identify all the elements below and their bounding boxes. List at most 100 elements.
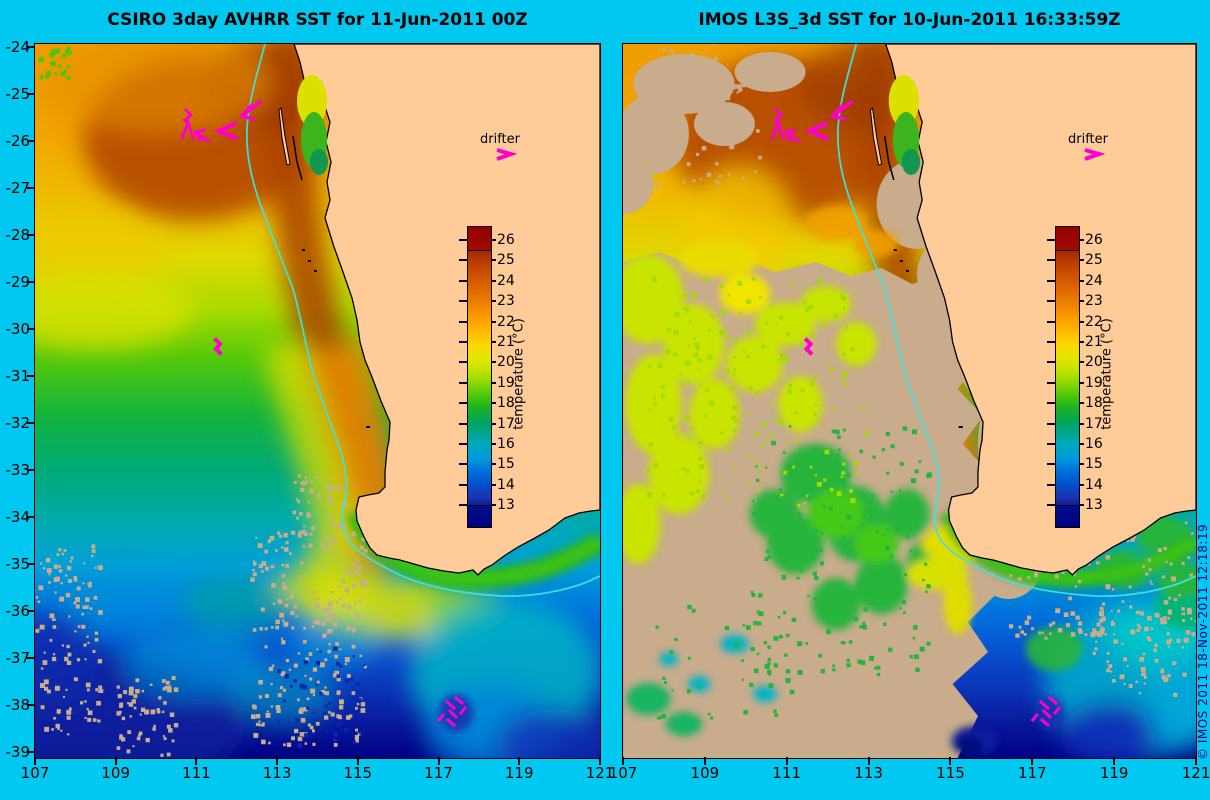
lon-tick-label: 111: [182, 764, 211, 782]
lon-tick-label: 113: [262, 764, 292, 782]
colorbar-tick-mark: [1079, 239, 1084, 241]
colorbar-tick-label: 25: [497, 252, 515, 269]
lon-tick-mark: [34, 757, 36, 765]
lat-tick-label: -31: [5, 367, 31, 385]
lon-tick-label: 121: [585, 764, 615, 782]
colorbar-tick-mark: [491, 402, 496, 405]
drifter-legend: drifter: [465, 132, 535, 161]
lat-tick-label: -26: [5, 132, 31, 150]
colorbar-tick-mark: [491, 361, 496, 364]
lon-tick-label: 111: [772, 764, 802, 782]
colorbar-tick-mark: [459, 279, 467, 282]
colorbar-tick-mark: [1079, 320, 1084, 323]
lat-tick-label: -27: [5, 179, 31, 197]
colorbar-tick-mark: [1047, 483, 1055, 486]
lat-tick-mark: [27, 469, 35, 471]
watermark-text: © IMOS 2011 18-Nov-2011 12:18:19: [1196, 523, 1210, 760]
lat-tick-mark: [27, 187, 35, 189]
cloud-speckles-left: [35, 46, 368, 757]
colorbar-tick-mark: [491, 259, 496, 262]
colorbar-tick-label: 17: [1085, 415, 1103, 432]
lat-tick-mark: [27, 704, 35, 706]
lon-tick-mark: [622, 757, 624, 765]
colorbar-tick-label: 13: [497, 497, 515, 514]
lon-tick-mark: [598, 757, 601, 765]
colorbar-right: [1055, 226, 1080, 528]
sst-field-csiro: [35, 44, 600, 758]
colorbar-tick-label: 19: [1085, 374, 1103, 391]
lon-tick-mark: [437, 757, 440, 765]
colorbar-tick-mark: [1079, 463, 1084, 466]
colorbar-tick-mark: [491, 504, 496, 507]
colorbar-tick-label: 24: [497, 272, 515, 289]
left-panel-title: CSIRO 3day AVHRR SST for 11-Jun-2011 00Z: [107, 10, 528, 30]
lat-tick-mark: [27, 657, 35, 659]
sst-field-imos: [623, 44, 1196, 758]
lat-tick-mark: [27, 751, 35, 753]
colorbar-tick-label: 22: [497, 313, 515, 330]
colorbar-tick-label: 26: [1085, 232, 1103, 248]
lat-tick-mark: [27, 46, 35, 48]
colorbar-tick-label: 22: [1085, 313, 1103, 330]
lat-tick-mark: [27, 140, 35, 142]
lon-tick-mark: [1113, 757, 1116, 765]
colorbar-tick-mark: [491, 320, 496, 323]
colorbar-tick-mark: [1047, 504, 1055, 507]
lat-tick-mark: [27, 375, 35, 377]
colorbar-tick-mark: [1047, 239, 1055, 241]
lon-tick-label: 117: [1017, 764, 1047, 782]
colorbar-tick-mark: [1047, 341, 1055, 343]
lon-tick-mark: [356, 757, 359, 765]
colorbar-tick-label: 18: [1085, 395, 1103, 412]
lon-tick-label: 107: [608, 764, 638, 782]
colorbar-tick-mark: [491, 381, 496, 384]
colorbar-tick-label: 16: [497, 436, 515, 452]
colorbar-tick-label: 20: [497, 354, 515, 371]
colorbar-tick-label: 15: [497, 456, 515, 473]
colorbar-tick-mark: [491, 279, 496, 282]
lon-tick-label: 119: [504, 764, 534, 782]
colorbar-tick-mark: [1079, 381, 1084, 384]
colorbar-tick-mark: [491, 483, 496, 486]
lat-tick-mark: [27, 328, 35, 330]
colorbar-tick-mark: [1047, 422, 1055, 425]
colorbar-tick-mark: [1079, 422, 1084, 425]
colorbar-tick-mark: [459, 361, 467, 364]
colorbar-tick-mark: [459, 300, 467, 303]
colorbar-tick-mark: [459, 320, 467, 323]
colorbar-tick-mark: [1047, 259, 1055, 262]
lat-tick-mark: [27, 563, 35, 565]
colorbar-tick-mark: [491, 239, 496, 241]
drifter-legend-label: drifter: [480, 132, 520, 147]
lat-tick-label: -32: [5, 414, 31, 432]
drifter-legend: drifter: [1053, 132, 1123, 161]
colorbar-tick-label: 25: [1085, 252, 1103, 269]
colorbar-tick-mark: [1047, 463, 1055, 466]
lon-tick-mark: [276, 757, 279, 765]
drifter-arrow-icon: [1084, 148, 1105, 161]
lon-tick-label: 115: [343, 764, 373, 782]
lat-tick-label: -39: [5, 743, 31, 761]
colorbar-tick-mark: [459, 381, 467, 384]
lon-tick-mark: [518, 757, 521, 765]
lat-tick-mark: [27, 610, 35, 612]
colorbar-tick-mark: [459, 504, 467, 507]
right-panel-title: IMOS L3S_3d SST for 10-Jun-2011 16:33:59…: [698, 10, 1121, 30]
colorbar-tick-mark: [491, 463, 496, 466]
lon-tick-mark: [1031, 757, 1034, 765]
colorbar-tick-label: 15: [1085, 456, 1103, 473]
lat-tick-label: -34: [5, 508, 31, 526]
colorbar-tick-mark: [1079, 279, 1084, 282]
colorbar-tick-label: 21: [1085, 334, 1103, 350]
colorbar-tick-mark: [491, 300, 496, 303]
lat-tick-mark: [27, 422, 35, 424]
colorbar-tick-mark: [459, 341, 467, 343]
colorbar-tick-mark: [459, 239, 467, 241]
lon-tick-mark: [703, 757, 706, 765]
colorbar-tick-mark: [1079, 300, 1084, 303]
lat-tick-label: -29: [5, 273, 31, 291]
sst-map-csiro: drifter 26 25 24 23 22 21 20 19 18 17 16 15 14 13 tem…: [34, 43, 601, 759]
colorbar-tick-mark: [1079, 504, 1084, 507]
lat-tick-mark: [27, 281, 35, 283]
drifter-legend-label: drifter: [1068, 132, 1108, 147]
